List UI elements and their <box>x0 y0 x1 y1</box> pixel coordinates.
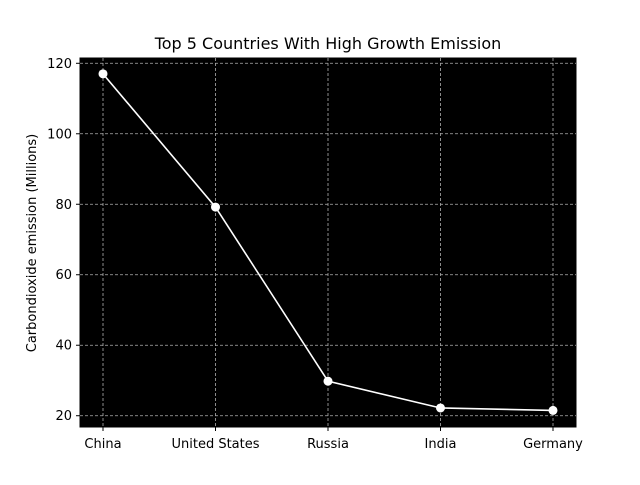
y-tick-label: 80 <box>55 198 72 213</box>
x-tick-label: Russia <box>307 437 349 452</box>
x-tick-label: India <box>425 437 457 452</box>
x-tick-label: Germany <box>523 437 583 452</box>
data-point <box>323 376 333 386</box>
chart-title: Top 5 Countries With High Growth Emissio… <box>154 34 502 53</box>
y-tick-label: 60 <box>55 268 72 283</box>
data-point <box>98 69 108 79</box>
y-axis-label: Carbondioxide emission (Millions) <box>25 134 40 352</box>
x-tick-label: China <box>84 437 121 452</box>
y-tick-label: 100 <box>47 127 72 142</box>
grid-lines <box>80 58 576 427</box>
y-tick-label: 120 <box>47 57 72 72</box>
data-point <box>211 202 220 212</box>
y-tick-label: 20 <box>55 409 72 424</box>
x-tick-label: United States <box>171 437 259 452</box>
y-tick-label: 40 <box>55 339 72 354</box>
data-point <box>436 403 445 413</box>
series-group <box>98 69 558 415</box>
y-axis: 20 40 60 80 100 120 <box>47 57 80 424</box>
data-point <box>548 405 558 415</box>
x-axis: China United States Russia India Germany <box>84 427 583 452</box>
